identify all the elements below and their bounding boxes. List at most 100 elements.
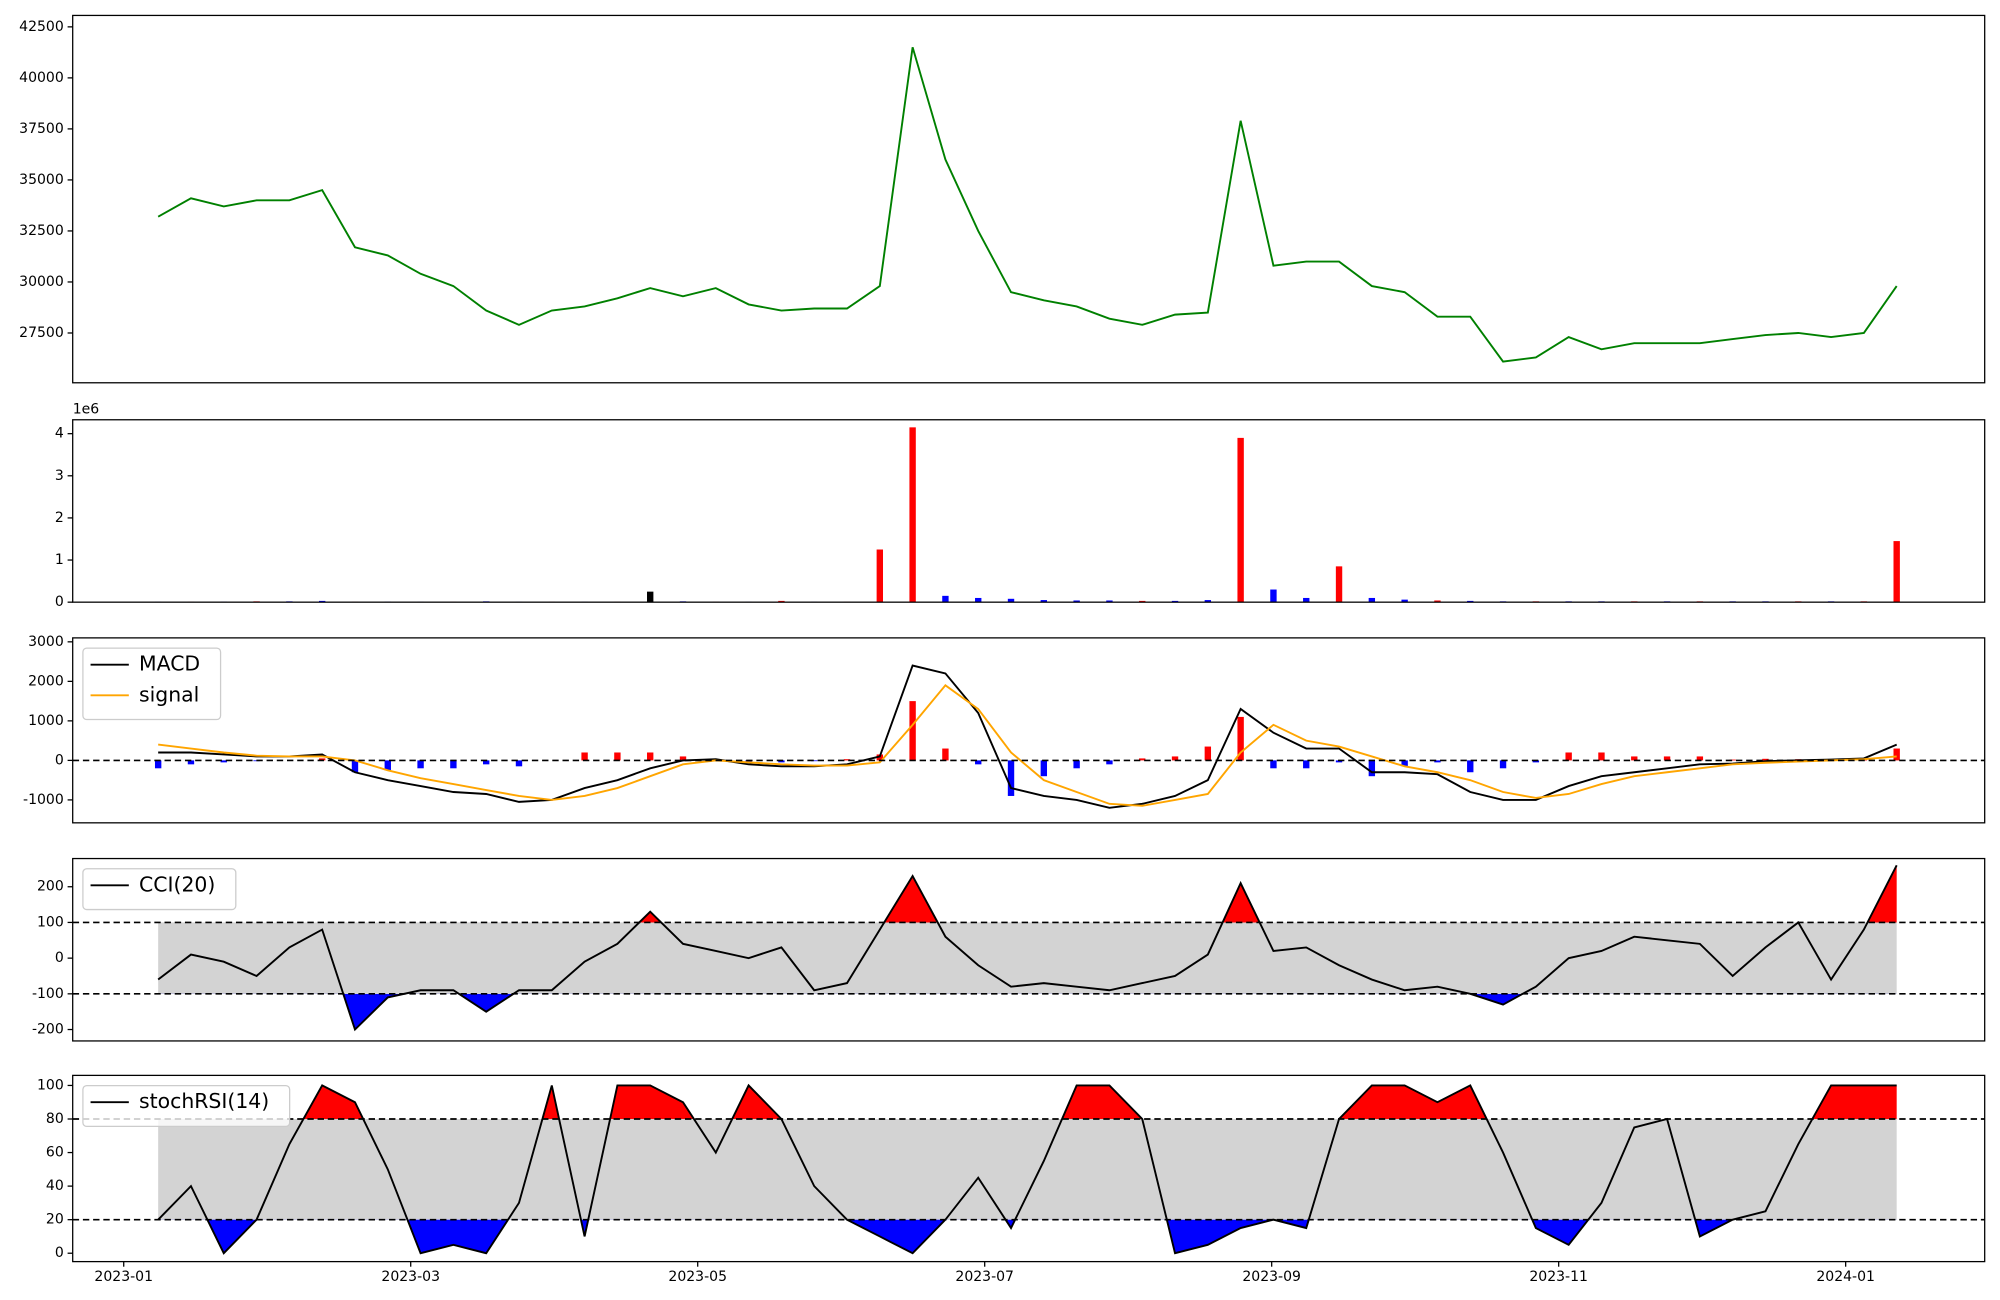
volume-bar <box>1106 600 1113 603</box>
y-tick-label: -100 <box>32 986 64 1002</box>
y-tick-label: 1 <box>55 552 64 568</box>
volume-bar <box>1434 600 1441 603</box>
axes-frame <box>72 637 1986 824</box>
legend-box <box>82 1084 291 1128</box>
legend: MACD signal <box>82 647 222 721</box>
y-tick-label: 200 <box>37 879 64 895</box>
axes-frame <box>72 419 1986 603</box>
plot-area <box>157 1083 1897 1255</box>
neutral-band <box>158 922 1897 994</box>
histogram-bar <box>1204 746 1212 761</box>
volume-bar <box>1040 600 1048 603</box>
histogram-bar <box>1073 760 1080 769</box>
y-tick-label: 40000 <box>19 70 64 86</box>
volume-bar <box>1007 598 1015 603</box>
volume-bar <box>1237 437 1244 603</box>
y-tick-label: 0 <box>55 752 64 768</box>
y-tick-label: 35000 <box>19 172 64 188</box>
histogram-bar <box>1532 760 1540 763</box>
histogram-bar <box>187 760 195 765</box>
oversold-area <box>158 1219 1897 1254</box>
histogram-bar <box>1368 760 1376 777</box>
histogram-bar <box>1007 760 1015 796</box>
x-tick-label: 2023-11 <box>1529 1269 1588 1285</box>
legend: stochRSI(14) <box>82 1084 291 1128</box>
y-tick-label: 0 <box>55 1245 64 1261</box>
histogram-bar <box>811 760 818 762</box>
histogram-bar <box>450 760 457 769</box>
histogram-bar <box>778 760 785 763</box>
histogram-bar <box>1270 760 1277 769</box>
histogram-bar <box>1401 760 1408 767</box>
plot-area <box>157 864 1898 1032</box>
histogram-bar <box>1335 760 1343 763</box>
series-line <box>158 684 1897 807</box>
histogram-bar <box>581 752 588 761</box>
x-tick-label: 2023-07 <box>955 1269 1014 1285</box>
histogram-bar <box>614 752 621 761</box>
plot-area <box>157 47 1898 363</box>
histogram-bar <box>1729 759 1736 761</box>
volume-bar <box>1368 597 1376 603</box>
histogram-bar <box>876 754 884 761</box>
histogram-bar <box>1499 760 1507 769</box>
histogram-bar <box>1663 756 1671 761</box>
legend-label: signal <box>139 682 199 706</box>
volume-bar <box>876 549 884 603</box>
y-tick-label: 3000 <box>28 634 64 650</box>
histogram-bar <box>1040 760 1048 777</box>
y-tick-label: -200 <box>32 1022 64 1038</box>
volume-bar <box>1893 541 1900 603</box>
x-tick-label: 2023-09 <box>1242 1269 1301 1285</box>
volume-bar <box>647 591 654 603</box>
histogram-bar <box>482 760 490 765</box>
y-tick-label: 4 <box>55 426 64 442</box>
histogram-bar <box>1106 760 1113 765</box>
y-tick-label: 30000 <box>19 274 64 290</box>
legend-box <box>82 868 237 911</box>
series-line <box>158 664 1898 809</box>
y-tick-label: 2 <box>55 510 64 526</box>
x-tick-label: 2023-01 <box>94 1269 153 1285</box>
histogram-bar <box>679 756 687 761</box>
x-tick-label: 2023-05 <box>668 1269 727 1285</box>
histogram-bar <box>647 752 654 761</box>
plot-area <box>154 664 1900 809</box>
axes-frame <box>72 14 1986 384</box>
axes-frame <box>72 1074 1986 1263</box>
histogram-bar <box>745 760 752 763</box>
legend-label: MACD <box>139 652 200 676</box>
x-tick-label: 2023-03 <box>381 1269 440 1285</box>
legend-box <box>82 647 222 721</box>
neutral-band <box>158 1119 1897 1220</box>
y-tick-label: 27500 <box>19 325 64 341</box>
volume-bar <box>909 427 916 603</box>
histogram-bar <box>1762 758 1769 761</box>
offset-label: 1e6 <box>73 402 100 418</box>
histogram-bar <box>942 748 949 761</box>
y-tick-label: 100 <box>37 914 64 930</box>
volume-bar <box>1335 566 1343 603</box>
histogram-bar <box>515 760 523 767</box>
histogram-bar <box>1171 756 1179 761</box>
axes-frame <box>72 857 1986 1042</box>
volume-bar <box>1303 597 1310 603</box>
y-tick-label: 80 <box>46 1111 64 1127</box>
volume-bar <box>1204 600 1212 603</box>
histogram-bar <box>417 760 424 769</box>
series-line <box>157 1083 1897 1255</box>
histogram-bar <box>1598 752 1605 761</box>
y-tick-label: 37500 <box>19 121 64 137</box>
y-tick-label: 3 <box>55 468 64 484</box>
histogram-bar <box>1565 752 1572 761</box>
y-tick-label: 0 <box>55 950 64 966</box>
histogram-bar <box>1696 756 1704 761</box>
histogram-bar <box>384 760 391 771</box>
y-tick-label: 2000 <box>28 673 64 689</box>
legend-label: stochRSI(14) <box>139 1089 269 1113</box>
volume-bar <box>975 597 982 603</box>
y-tick-label: 32500 <box>19 223 64 239</box>
legend: CCI(20) <box>82 868 237 911</box>
histogram-bar <box>1139 758 1146 761</box>
